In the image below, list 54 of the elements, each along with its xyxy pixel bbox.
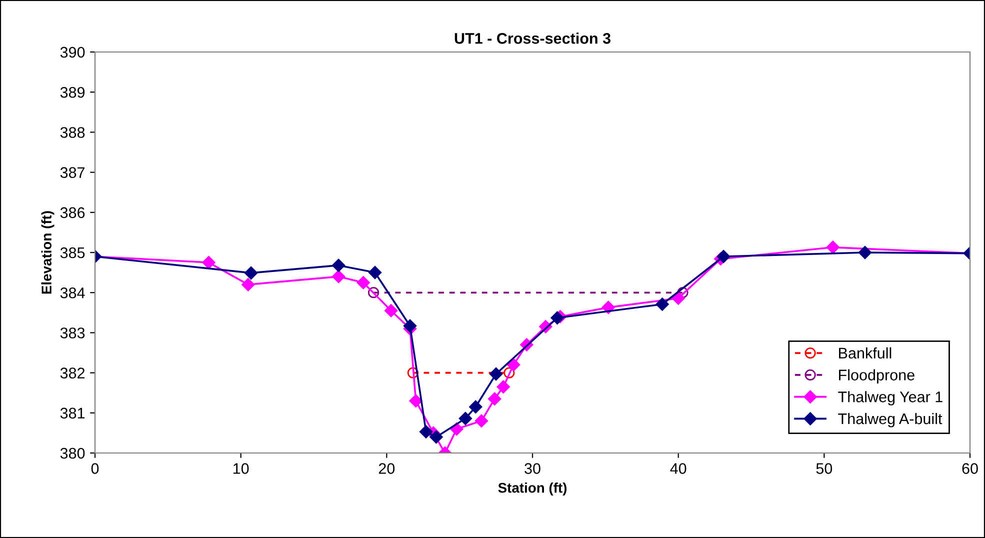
point bbox=[242, 278, 255, 292]
point bbox=[488, 392, 502, 406]
x-tick-label: 0 bbox=[91, 463, 99, 474]
x-tick-label: 30 bbox=[524, 463, 540, 474]
point bbox=[550, 311, 564, 324]
point bbox=[202, 256, 216, 270]
point bbox=[826, 240, 840, 254]
point bbox=[506, 358, 520, 372]
y-tick-label: 388 bbox=[60, 127, 85, 138]
x-tick-label: 60 bbox=[962, 463, 978, 474]
point bbox=[419, 425, 433, 438]
x-tick-label: 50 bbox=[816, 463, 832, 474]
y-tick-label: 384 bbox=[60, 287, 85, 298]
y-tick-label: 382 bbox=[60, 368, 85, 378]
point bbox=[332, 258, 346, 272]
x-tick-label: 20 bbox=[378, 463, 395, 474]
legend-label: Thalweg A-built bbox=[838, 412, 942, 428]
point bbox=[368, 287, 380, 298]
point bbox=[409, 394, 422, 408]
point bbox=[458, 412, 472, 426]
y-tick-label: 390 bbox=[60, 46, 85, 58]
x-tick-label: 10 bbox=[234, 463, 249, 474]
legend-label: Thalweg Year 1 bbox=[838, 391, 942, 406]
point bbox=[716, 250, 730, 264]
y-tick-label: 383 bbox=[60, 328, 85, 338]
chart-title: UT1 - Cross-section 3 bbox=[454, 32, 610, 44]
legend-label: Floodprone bbox=[839, 369, 914, 384]
point bbox=[384, 304, 398, 318]
point bbox=[368, 266, 382, 280]
point bbox=[332, 270, 346, 284]
y-tick-label: 380 bbox=[60, 448, 85, 459]
x-tick-label: 40 bbox=[670, 463, 686, 474]
point bbox=[430, 430, 443, 444]
point bbox=[407, 367, 418, 378]
point bbox=[858, 246, 872, 260]
point bbox=[469, 400, 482, 414]
point bbox=[496, 380, 510, 394]
y-tick-label: 381 bbox=[60, 408, 85, 419]
y-tick-label: 387 bbox=[60, 167, 85, 178]
point bbox=[244, 266, 258, 280]
y-tick-label: 386 bbox=[60, 207, 85, 218]
point bbox=[672, 292, 685, 305]
point bbox=[356, 276, 370, 290]
y-axis-title: Elevation (ft) bbox=[41, 211, 54, 294]
point bbox=[489, 367, 503, 381]
x-axis-title: Station (ft) bbox=[498, 482, 567, 496]
point bbox=[677, 287, 688, 298]
y-tick-label: 385 bbox=[60, 247, 85, 258]
legend-label: Bankfull bbox=[839, 347, 892, 359]
point bbox=[403, 319, 417, 332]
point bbox=[656, 298, 669, 311]
point bbox=[504, 367, 515, 378]
y-tick-label: 389 bbox=[60, 86, 85, 98]
point bbox=[474, 414, 488, 428]
